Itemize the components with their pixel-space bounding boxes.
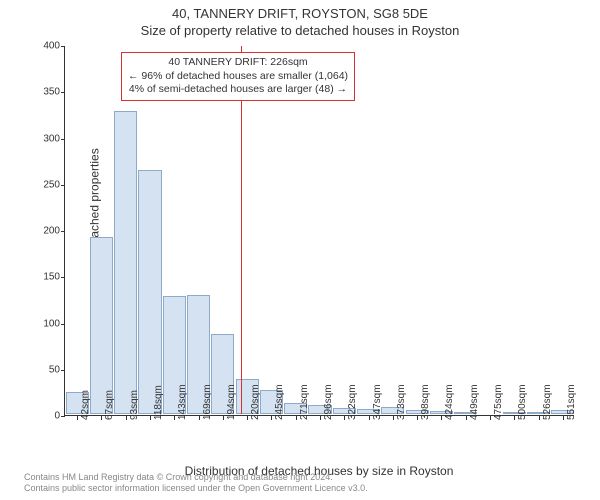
y-tick-label: 0 — [30, 411, 60, 422]
x-tick-mark — [393, 416, 394, 420]
x-tick-mark — [199, 416, 200, 420]
x-tick-mark — [563, 416, 564, 420]
y-tick-mark — [61, 231, 65, 232]
y-tick-label: 150 — [30, 272, 60, 283]
y-tick-mark — [61, 370, 65, 371]
x-tick-label: 500sqm — [517, 384, 528, 420]
y-tick-mark — [61, 416, 65, 417]
y-tick-label: 300 — [30, 133, 60, 144]
page-title: 40, TANNERY DRIFT, ROYSTON, SG8 5DE — [0, 0, 600, 21]
chart-area: Number of detached properties 0501001502… — [64, 46, 574, 416]
histogram-bar — [138, 170, 161, 414]
annotation-line: 40 TANNERY DRIFT: 226sqm — [128, 56, 348, 70]
x-tick-mark — [77, 416, 78, 420]
x-tick-label: 271sqm — [299, 384, 310, 420]
x-tick-mark — [150, 416, 151, 420]
plot-region: 05010015020025030035040042sqm67sqm93sqm1… — [64, 46, 574, 416]
y-tick-label: 350 — [30, 87, 60, 98]
histogram-bar — [90, 237, 113, 414]
footer-line: Contains public sector information licen… — [24, 483, 368, 494]
x-tick-mark — [296, 416, 297, 420]
footer-line: Contains HM Land Registry data © Crown c… — [24, 472, 368, 483]
x-tick-label: 347sqm — [372, 384, 383, 420]
chart-container: 40, TANNERY DRIFT, ROYSTON, SG8 5DE Size… — [0, 0, 600, 500]
x-tick-label: 322sqm — [347, 384, 358, 420]
annotation-box: 40 TANNERY DRIFT: 226sqm← 96% of detache… — [121, 52, 355, 101]
page-subtitle: Size of property relative to detached ho… — [0, 21, 600, 38]
x-tick-mark — [344, 416, 345, 420]
x-tick-mark — [174, 416, 175, 420]
y-tick-label: 200 — [30, 226, 60, 237]
x-tick-label: 449sqm — [469, 384, 480, 420]
annotation-line: ← 96% of detached houses are smaller (1,… — [128, 70, 348, 84]
x-tick-mark — [466, 416, 467, 420]
y-tick-label: 50 — [30, 364, 60, 375]
x-tick-mark — [539, 416, 540, 420]
y-tick-label: 100 — [30, 318, 60, 329]
x-tick-label: 424sqm — [444, 384, 455, 420]
x-tick-mark — [514, 416, 515, 420]
histogram-bar — [114, 111, 137, 414]
y-tick-label: 400 — [30, 41, 60, 52]
y-tick-mark — [61, 324, 65, 325]
y-tick-mark — [61, 277, 65, 278]
marker-line — [241, 46, 242, 414]
x-tick-mark — [369, 416, 370, 420]
x-tick-mark — [101, 416, 102, 420]
y-tick-mark — [61, 139, 65, 140]
x-tick-label: 398sqm — [420, 384, 431, 420]
y-tick-mark — [61, 46, 65, 47]
x-tick-label: 373sqm — [396, 384, 407, 420]
x-tick-mark — [490, 416, 491, 420]
footer-attribution: Contains HM Land Registry data © Crown c… — [24, 472, 368, 495]
y-tick-label: 250 — [30, 179, 60, 190]
annotation-line: 4% of semi-detached houses are larger (4… — [128, 83, 348, 97]
x-tick-mark — [247, 416, 248, 420]
x-tick-label: 296sqm — [323, 384, 334, 420]
x-tick-mark — [441, 416, 442, 420]
x-tick-mark — [320, 416, 321, 420]
x-tick-label: 526sqm — [542, 384, 553, 420]
y-tick-mark — [61, 92, 65, 93]
x-tick-label: 475sqm — [493, 384, 504, 420]
x-tick-mark — [417, 416, 418, 420]
y-tick-mark — [61, 185, 65, 186]
x-tick-label: 551sqm — [566, 384, 577, 420]
x-tick-mark — [126, 416, 127, 420]
x-tick-mark — [271, 416, 272, 420]
x-tick-mark — [223, 416, 224, 420]
